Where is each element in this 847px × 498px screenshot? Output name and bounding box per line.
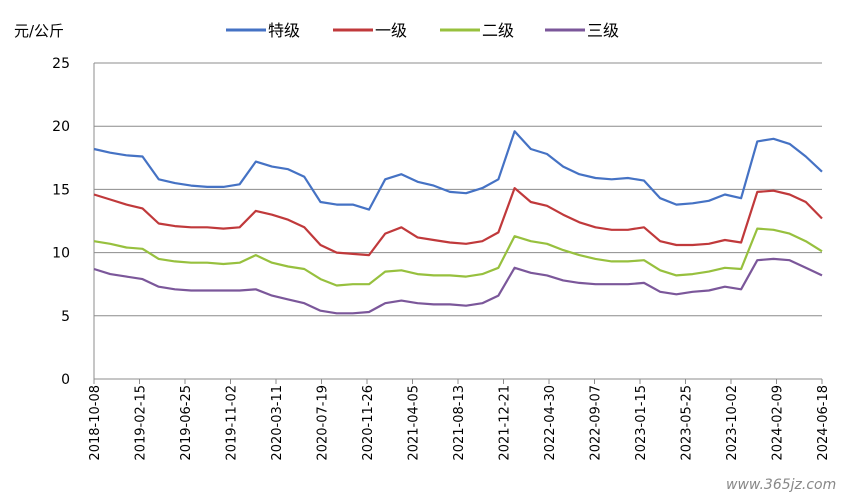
x-axis-ticks: 2018-10-08 2019-02-15 2019-06-25 2019-11-02… <box>88 379 831 461</box>
x-tick-label: 2022-04-30 <box>543 385 558 461</box>
x-tick-label: 2023-05-25 <box>680 385 695 461</box>
y-tick-label: 5 <box>61 309 70 325</box>
x-tick-label: 2018-10-08 <box>88 385 103 461</box>
series-line <box>93 227 823 287</box>
series-line <box>93 130 823 211</box>
y-tick-label: 25 <box>52 56 70 72</box>
legend: 特级 一级 二级 三级 <box>226 21 619 40</box>
legend-label: 三级 <box>587 21 619 40</box>
x-tick-label: 2023-10-02 <box>725 385 740 461</box>
watermark: www.365jz.com <box>726 477 836 493</box>
x-tick-label: 2021-08-13 <box>452 385 467 461</box>
series-line <box>93 257 823 315</box>
x-tick-label: 2020-07-19 <box>316 385 331 461</box>
y-tick-label: 0 <box>61 372 70 388</box>
legend-label: 特级 <box>268 21 300 40</box>
legend-label: 二级 <box>482 21 514 40</box>
x-tick-label: 2019-11-02 <box>225 385 240 461</box>
x-tick-label: 2021-04-05 <box>407 385 422 461</box>
legend-label: 一级 <box>375 21 407 40</box>
x-tick-label: 2022-09-07 <box>589 385 604 461</box>
series-lines <box>93 130 823 315</box>
y-tick-label: 20 <box>52 119 70 135</box>
y-tick-label: 10 <box>52 246 70 262</box>
x-tick-label: 2019-02-15 <box>134 385 149 461</box>
y-axis-label: 元/公斤 <box>14 22 64 40</box>
x-tick-label: 2024-06-18 <box>816 385 831 461</box>
x-tick-label: 2023-01-15 <box>634 385 649 461</box>
x-tick-label: 2020-03-11 <box>270 385 285 461</box>
x-tick-label: 2019-06-25 <box>179 385 194 461</box>
x-tick-label: 2020-11-26 <box>361 385 376 461</box>
axes <box>93 63 822 380</box>
y-tick-label: 15 <box>52 182 70 198</box>
y-axis-ticks: 0 5 10 15 20 25 <box>52 56 70 388</box>
gridlines <box>94 62 822 317</box>
series-line <box>93 187 823 257</box>
x-tick-label: 2024-02-09 <box>771 385 786 461</box>
x-tick-label: 2021-12-21 <box>498 385 513 461</box>
